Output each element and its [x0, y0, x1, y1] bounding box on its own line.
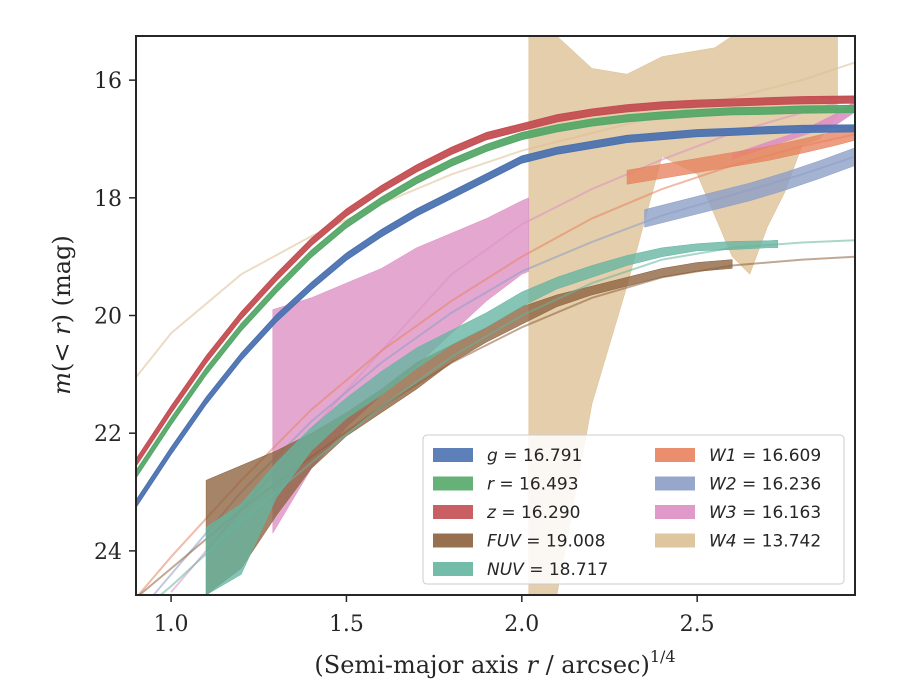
legend-label-variable: z — [486, 503, 497, 523]
legend-swatch-nuv — [433, 562, 473, 576]
legend-label-value: = 18.717 — [524, 560, 609, 580]
legend-label-variable: W4 — [709, 532, 737, 552]
y-axis-title-symbol: m — [48, 372, 76, 395]
x-tick-label: 2.0 — [504, 612, 539, 637]
data-layer — [136, 36, 855, 595]
x-tick-label: 1.0 — [154, 612, 189, 637]
legend-swatch-w3 — [655, 505, 695, 519]
x-tick-label: 1.5 — [329, 612, 364, 637]
legend-swatch-g — [433, 448, 473, 462]
legend-label-w2: W2 = 16.236 — [709, 475, 821, 495]
legend-label-variable: g — [487, 446, 498, 466]
x-axis-title-part-1: (Semi-major axis — [314, 651, 526, 679]
legend-label-z: z = 16.290 — [486, 503, 580, 523]
y-axis-title-part-2: ) (mag) — [48, 235, 76, 323]
legend-swatch-fuv — [433, 533, 473, 548]
y-tick-label: 22 — [94, 422, 122, 447]
legend-label-g: g = 16.791 — [487, 446, 582, 466]
x-axis-title-part-2: / arcsec) — [538, 651, 650, 679]
y-tick-label: 16 — [94, 69, 122, 94]
legend-label-variable: NUV — [487, 560, 525, 580]
w1-band-curve — [626, 125, 855, 185]
y-tick-label: 24 — [94, 540, 122, 565]
legend-box — [422, 434, 845, 585]
legend-label-value: = 16.290 — [496, 503, 581, 523]
legend-label-variable: W3 — [709, 503, 737, 523]
legend-label-value: = 16.163 — [737, 503, 822, 523]
legend-label-fuv: FUV = 19.008 — [487, 532, 605, 552]
legend-label-value: = 16.609 — [737, 446, 822, 466]
y-tick-label: 18 — [94, 187, 122, 212]
legend-label-value: = 16.493 — [494, 475, 579, 495]
legend-label-value: = 16.791 — [498, 446, 583, 466]
g-band-curve — [136, 124, 855, 509]
r-band-curve — [136, 104, 855, 479]
legend-swatch-z — [433, 505, 473, 519]
y-axis-title-variable: r — [48, 322, 76, 335]
legend-label-variable: W2 — [709, 475, 737, 495]
legend-label-value: = 16.236 — [737, 475, 822, 495]
legend-label-r: r = 16.493 — [487, 475, 579, 495]
y-axis-title: m(< r) (mag) — [48, 235, 76, 395]
legend-label-w4: W4 = 13.742 — [709, 532, 821, 552]
x-axis-title-exponent: 1/4 — [650, 647, 676, 666]
x-axis-ticks: 1.0 1.5 2.0 2.5 — [154, 595, 715, 637]
legend-swatch-r — [433, 476, 473, 491]
y-axis-title-part-1: (< — [48, 335, 76, 372]
y-axis-ticks: 16 18 20 22 24 — [94, 69, 136, 565]
legend-label-w1: W1 = 16.609 — [709, 446, 821, 466]
x-tick-label: 2.5 — [680, 612, 715, 637]
legend-label-variable: W1 — [709, 446, 737, 466]
w2-band-curve — [644, 147, 855, 228]
legend-swatch-w1 — [655, 448, 695, 462]
legend-label-variable: FUV — [487, 532, 522, 552]
x-axis-title-variable: r — [526, 651, 539, 679]
legend-swatch-w2 — [655, 476, 695, 491]
legend-label-value: = 19.008 — [521, 532, 606, 552]
legend-label-w3: W3 = 16.163 — [709, 503, 821, 523]
w3-band-outer-segment — [732, 100, 855, 160]
legend-label-nuv: NUV = 18.717 — [487, 560, 608, 580]
nuv-band-curve — [205, 239, 779, 595]
y-tick-label: 20 — [94, 305, 122, 330]
x-axis-title: (Semi-major axis r / arcsec)1/4 — [314, 647, 675, 679]
z-band-curve — [136, 95, 855, 468]
legend-label-value: = 13.742 — [737, 532, 822, 552]
legend-label-variable: r — [487, 475, 495, 495]
legend-swatch-w4 — [655, 533, 695, 548]
